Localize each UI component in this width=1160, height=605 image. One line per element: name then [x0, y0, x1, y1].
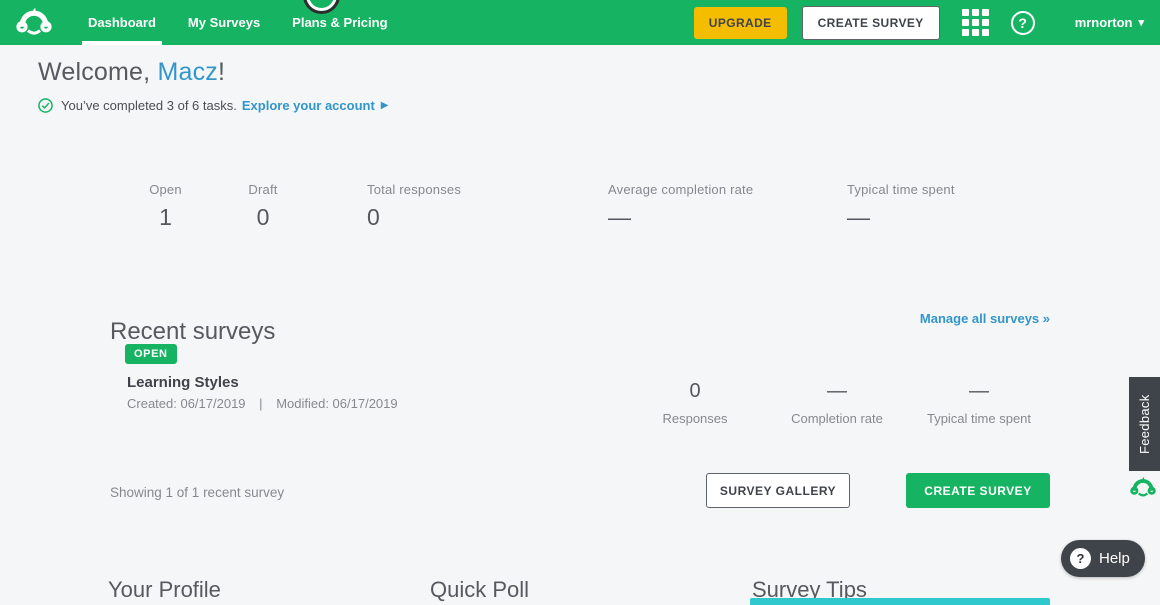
survey-created-date: Created: 06/17/2019: [127, 396, 246, 411]
help-button[interactable]: ? Help: [1061, 540, 1145, 577]
stat-value: —: [847, 204, 870, 230]
primary-nav: Dashboard My Surveys Plans & Pricing: [72, 0, 404, 45]
tasks-progress-line: You’ve completed 3 of 6 tasks. Explore y…: [38, 98, 388, 113]
top-navbar: Dashboard My Surveys Plans & Pricing UPG…: [0, 0, 1160, 45]
nav-plans-pricing[interactable]: Plans & Pricing: [292, 15, 388, 30]
stat-typical-time-spent: Typical time spent —: [847, 182, 955, 231]
section-your-profile: Your Profile: [108, 577, 221, 602]
survey-title-link[interactable]: Learning Styles: [127, 374, 239, 391]
stat-value: 0: [689, 380, 701, 402]
create-survey-button-main[interactable]: CREATE SURVEY: [906, 473, 1050, 508]
stat-open: Open 1: [138, 182, 193, 231]
feedback-tab[interactable]: Feedback: [1129, 377, 1160, 471]
survey-stat-responses: 0 Responses: [645, 380, 745, 426]
survey-gallery-button[interactable]: SURVEY GALLERY: [706, 473, 850, 508]
stat-draft: Draft 0: [233, 182, 293, 231]
stat-value: —: [608, 204, 631, 230]
survey-stat-completion-rate: — Completion rate: [777, 380, 897, 426]
status-badge: OPEN: [125, 344, 177, 364]
survey-tips-card-top: [750, 598, 1050, 605]
page-title: Welcome, Macz!: [38, 58, 226, 86]
stat-label: Average completion rate: [608, 182, 754, 197]
question-icon: ?: [1070, 548, 1091, 569]
survey-stat-typical-time: — Typical time spent: [919, 380, 1039, 426]
stat-total-responses: Total responses 0: [367, 182, 461, 231]
username-label: mrnorton: [1074, 15, 1133, 30]
survey-modified-date: Modified: 06/17/2019: [276, 396, 398, 411]
stat-value: —: [827, 380, 847, 402]
stat-value: 0: [367, 204, 380, 230]
date-separator: |: [259, 396, 263, 411]
upgrade-button[interactable]: UPGRADE: [693, 6, 787, 39]
create-survey-button-nav[interactable]: CREATE SURVEY: [801, 5, 940, 40]
showing-count-text: Showing 1 of 1 recent survey: [110, 485, 285, 500]
nav-dashboard[interactable]: Dashboard: [72, 0, 172, 45]
check-circle-icon: [38, 98, 53, 113]
surveymonkey-logo-icon[interactable]: [14, 7, 54, 38]
stat-label: Typical time spent: [847, 182, 955, 197]
welcome-block: Welcome, Macz! You’ve completed 3 of 6 t…: [38, 58, 388, 113]
stat-value: —: [969, 380, 989, 402]
user-display-name: Macz: [157, 58, 218, 86]
section-quick-poll: Quick Poll: [430, 577, 530, 602]
recent-surveys-title: Recent surveys: [110, 317, 276, 345]
tasks-progress-text: You’ve completed 3 of 6 tasks.: [61, 98, 237, 113]
stat-label: Total responses: [367, 182, 462, 197]
stat-value: 0: [256, 204, 270, 230]
surveymonkey-monkey-icon[interactable]: [1130, 476, 1156, 505]
stat-value: 1: [159, 204, 172, 230]
section-survey-tips: Survey Tips: [752, 577, 867, 602]
stat-label: Open: [149, 182, 182, 197]
manage-all-surveys-link[interactable]: Manage all surveys »: [919, 311, 1050, 326]
arrow-right-icon: ▶: [380, 100, 389, 111]
stat-label: Responses: [662, 411, 728, 426]
chevron-down-icon: ▾: [1138, 17, 1144, 29]
nav-my-surveys[interactable]: My Surveys: [187, 15, 261, 30]
stat-label: Typical time spent: [926, 411, 1032, 426]
explore-account-link[interactable]: Explore your account: [241, 98, 375, 113]
apps-grid-icon[interactable]: [961, 9, 989, 36]
survey-dates: Created: 06/17/2019 | Modified: 06/17/20…: [127, 396, 398, 411]
user-menu[interactable]: mrnorton ▾: [1075, 15, 1144, 30]
stat-average-completion-rate: Average completion rate —: [608, 182, 753, 231]
stat-label: Draft: [248, 182, 278, 197]
stat-label: Completion rate: [791, 411, 883, 426]
help-question-icon[interactable]: ?: [1010, 10, 1035, 35]
help-button-label: Help: [1099, 550, 1130, 567]
